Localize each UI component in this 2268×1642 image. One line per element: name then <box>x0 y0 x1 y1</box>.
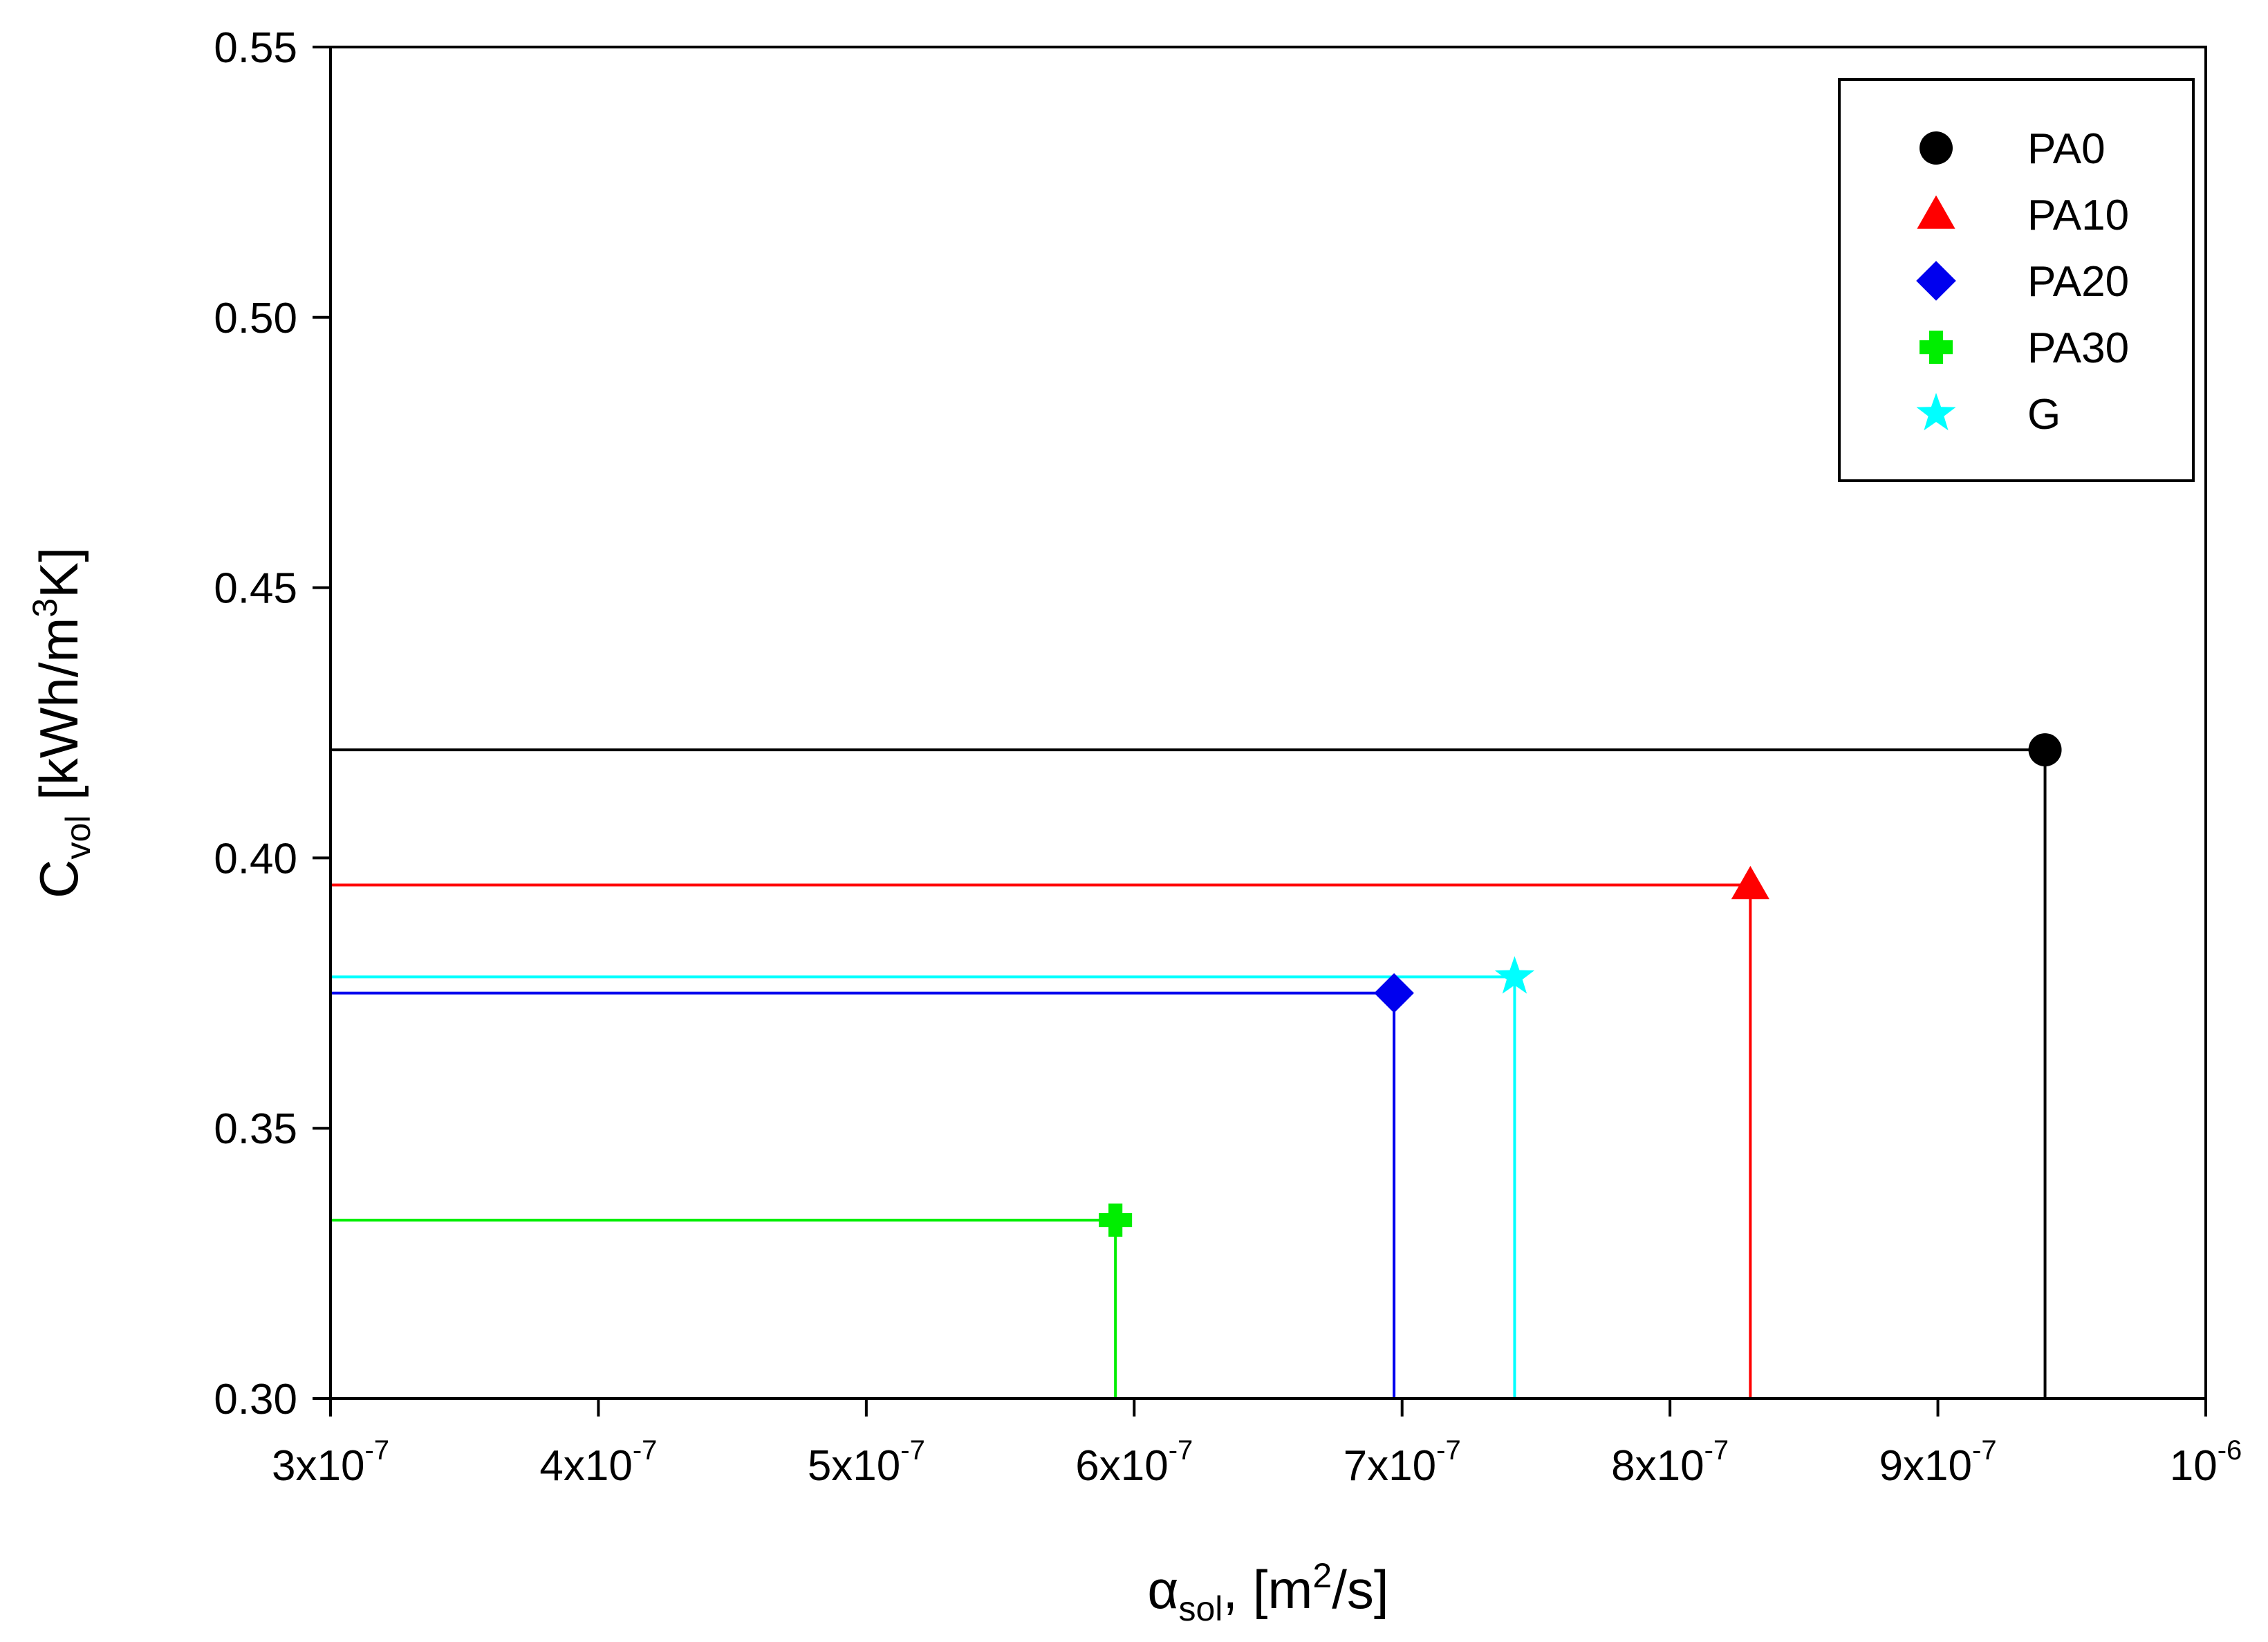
x-axis: 3x10-7 4x10-7 5x10-7 6x10-7 7x10-7 8x10-7 9x10… <box>272 1399 2242 1490</box>
legend-marker-g <box>1916 393 1956 431</box>
x-tick-mantissa: 9x10 <box>1879 1442 1972 1490</box>
legend-box <box>1838 78 2195 482</box>
legend-label-pa0: PA0 <box>2027 125 2106 173</box>
x-tick-exponent: -7 <box>1169 1435 1193 1466</box>
x-tick-mantissa: 4x10 <box>539 1442 632 1490</box>
y-tick-label: 0.55 <box>214 24 297 72</box>
x-tick-exponent: -6 <box>2218 1435 2242 1466</box>
x-tick-label: 6x10-7 <box>1075 1435 1193 1490</box>
x-tick-label: 10-6 <box>2170 1435 2242 1490</box>
legend-marker-pa30 <box>1920 331 1953 364</box>
data-point-pa0 <box>2028 733 2062 767</box>
plot-frame <box>329 46 2207 1400</box>
x-tick-label: 9x10-7 <box>1879 1435 1997 1490</box>
x-tick-label: 8x10-7 <box>1611 1435 1729 1490</box>
data-point-g <box>1494 956 1534 994</box>
legend-label-pa10: PA10 <box>2027 192 2129 239</box>
y-tick-label: 0.40 <box>214 835 297 883</box>
x-axis-title: αsol, [m2/s] <box>1147 1556 1388 1628</box>
x-tick-mantissa: 8x10 <box>1611 1442 1704 1490</box>
x-tick-mantissa: 10 <box>2170 1442 2218 1490</box>
y-tick-label: 0.35 <box>214 1105 297 1153</box>
legend-marker-pa20 <box>1916 261 1956 301</box>
y-axis-title: Cvol [kWh/m3K] <box>26 547 97 898</box>
y-axis: 0.30 0.35 0.40 0.45 0.50 0.55 <box>214 24 331 1423</box>
legend-label-pa30: PA30 <box>2027 324 2129 372</box>
legend-marker-pa0 <box>1920 131 1953 165</box>
x-tick-exponent: -7 <box>900 1435 925 1466</box>
y-tick-label: 0.30 <box>214 1376 297 1423</box>
x-tick-label: 5x10-7 <box>808 1435 925 1490</box>
x-tick-mantissa: 5x10 <box>808 1442 900 1490</box>
legend-label-pa20: PA20 <box>2027 258 2129 306</box>
data-points <box>1099 733 2062 1237</box>
x-tick-label: 4x10-7 <box>539 1435 657 1490</box>
data-point-pa10 <box>1731 865 1769 900</box>
x-tick-mantissa: 3x10 <box>272 1442 364 1490</box>
x-tick-mantissa: 6x10 <box>1075 1442 1168 1490</box>
legend-label-g: G <box>2027 391 2061 439</box>
x-tick-exponent: -7 <box>1704 1435 1729 1466</box>
data-point-pa30 <box>1099 1203 1133 1237</box>
x-tick-exponent: -7 <box>1972 1435 1997 1466</box>
drop-lines <box>331 748 2047 1399</box>
legend: PA0 PA10 PA20 PA30 G <box>1838 78 2195 482</box>
x-tick-exponent: -7 <box>633 1435 658 1466</box>
y-tick-label: 0.45 <box>214 565 297 613</box>
x-tick-mantissa: 7x10 <box>1344 1442 1436 1490</box>
x-tick-label: 7x10-7 <box>1344 1435 1461 1490</box>
data-point-pa20 <box>1374 973 1414 1013</box>
x-tick-exponent: -7 <box>1436 1435 1461 1466</box>
x-tick-label: 3x10-7 <box>272 1435 389 1490</box>
x-tick-exponent: -7 <box>364 1435 389 1466</box>
legend-marker-pa10 <box>1917 195 1955 229</box>
y-tick-label: 0.50 <box>214 295 297 342</box>
